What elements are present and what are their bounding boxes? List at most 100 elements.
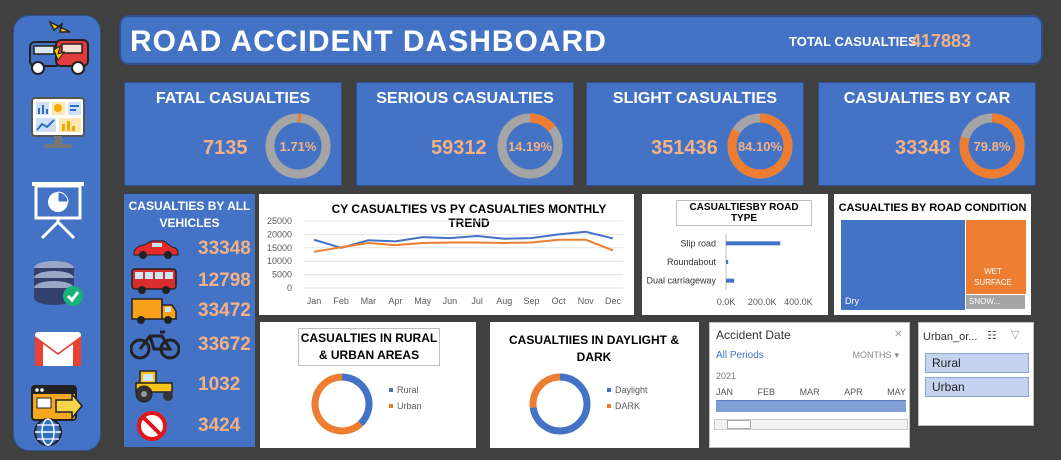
x-tick-label: May	[414, 296, 432, 306]
timeline-bar[interactable]	[716, 400, 906, 412]
kpi-value: 351436	[651, 137, 718, 159]
y-tick-label: 20000	[267, 229, 292, 239]
vehicle-row-bus: 12798	[130, 266, 255, 296]
gmail-icon[interactable]	[14, 328, 102, 368]
donut-pct-label: 1.71%	[280, 139, 317, 154]
slicer-title: Accident Date	[716, 328, 791, 342]
legend-label: Urban	[397, 401, 422, 411]
bar	[726, 241, 781, 246]
x-tick-label: Dec	[605, 296, 622, 306]
chart-title: CASUALTIES BY ROAD CONDITION	[838, 202, 1027, 214]
tractor-icon	[135, 370, 173, 403]
kpi-donut-svg: 14.19%	[497, 113, 563, 179]
y-tick-label: 0	[287, 283, 292, 293]
month-label: MAY	[887, 387, 906, 397]
car-icon	[133, 240, 179, 259]
y-tick-label: 15000	[267, 243, 292, 253]
kpi-title: FATAL CASUALTIES	[155, 90, 311, 107]
legend-label: Daylight	[615, 385, 648, 395]
total-casualties-label: TOTAL CASUALTIES	[789, 34, 917, 49]
series-line	[313, 238, 614, 253]
treemap-snow[interactable]: SNOW...	[965, 294, 1026, 310]
bar	[726, 278, 735, 283]
sidebar	[13, 15, 101, 451]
title-bar	[119, 15, 1043, 65]
area-slicer: Urban_or... ☷ ▽ Rural Urban	[918, 322, 1034, 426]
donut-slice	[529, 373, 591, 435]
chart-title: CASUALTIES IN RURAL & URBAN AREAS	[298, 328, 440, 366]
slicer-title: Urban_or...	[923, 331, 978, 343]
kpi-slight: SLIGHT CASUALTIES 351436 84.10%	[586, 82, 804, 186]
rural-urban-chart: CASUALTIES IN RURAL & URBAN AREAS Rural U…	[260, 322, 476, 448]
donut-pct-label: 14.19%	[508, 139, 553, 154]
treemap-label: SNOW...	[969, 297, 1001, 306]
x-tick-label: Mar	[361, 296, 377, 306]
y-tick-label: 5000	[272, 270, 292, 280]
donut-slice	[529, 373, 561, 408]
period-label: All Periods	[716, 350, 764, 361]
vehicle-value: 33672	[198, 334, 251, 355]
rural-urban-donut: Rural Urban	[311, 373, 422, 435]
legend-swatch	[389, 404, 393, 408]
web-browser-icon[interactable]	[14, 380, 102, 450]
year-label: 2021	[716, 371, 737, 381]
car-crash-icon[interactable]	[14, 20, 102, 82]
clear-filter-icon[interactable]: ▽	[1011, 329, 1020, 341]
x-tick-label: Jul	[471, 296, 483, 306]
chart-title: CASUALTIIES IN DAYLIGHT & DARK	[508, 333, 679, 364]
month-label: APR	[844, 387, 863, 397]
kpi-donut: 79.8%	[959, 113, 1025, 184]
donut-fill	[529, 113, 556, 132]
monthly-trend-chart: CY CASUALTIES VS PY CASUALTIES MONTHLY T…	[259, 194, 634, 315]
slicer-option-urban[interactable]: Urban	[925, 377, 1029, 397]
van-icon	[131, 298, 177, 324]
scrollbar-thumb[interactable]	[727, 420, 751, 429]
bar	[726, 260, 729, 264]
vehicle-value: 12798	[198, 270, 251, 291]
kpi-value: 33348	[895, 137, 951, 159]
multi-select-icon[interactable]: ☷	[987, 330, 997, 342]
dashboard-monitor-icon[interactable]	[14, 94, 102, 154]
vehicle-value: 33348	[198, 238, 251, 259]
timeline-scrollbar[interactable]	[714, 419, 908, 430]
x-tick-label: Jan	[307, 296, 322, 306]
month-label: MAR	[799, 387, 820, 397]
kpi-fatal: FATAL CASUALTIES 7135 1.71%	[124, 82, 342, 186]
x-tick-label: Feb	[333, 296, 349, 306]
donut-pct-label: 79.8%	[974, 139, 1011, 154]
clear-filter-icon[interactable]: ⨯	[893, 328, 903, 340]
presentation-icon[interactable]	[14, 178, 102, 240]
kpi-donut-svg: 1.71%	[265, 113, 331, 179]
vehicle-row-car: 33348	[130, 234, 255, 264]
granularity-dropdown[interactable]: MONTHS ▾	[852, 350, 899, 361]
slicer-option-rural[interactable]: Rural	[925, 353, 1029, 373]
kpi-serious: SERIOUS CASUALTIES 59312 14.19%	[356, 82, 574, 186]
kpi-donut-svg: 84.10%	[727, 113, 793, 179]
treemap-label: WET SURFACE	[974, 267, 1012, 287]
kpi-title: SLIGHT CASUALTIES	[612, 90, 778, 107]
treemap-dry[interactable]: Dry	[841, 220, 965, 310]
database-icon[interactable]	[14, 258, 102, 312]
vehicles-title: CASUALTIES BY ALL VEHICLES	[128, 199, 251, 230]
kpi-value: 7135	[203, 137, 248, 159]
treemap-wet[interactable]: WET SURFACE	[965, 220, 1026, 294]
total-casualties-value: 417883	[911, 31, 972, 51]
kpi-value: 59312	[431, 137, 487, 159]
chart-title: CY CASUALTIES VS PY CASUALTIES MONTHLY T…	[331, 202, 607, 230]
treemap-label: Dry	[845, 296, 859, 306]
x-tick-label: Sep	[523, 296, 539, 306]
donut-slice	[341, 373, 373, 427]
x-tick-label: Jun	[443, 296, 458, 306]
bicycle-icon	[130, 330, 180, 360]
legend-swatch	[607, 388, 611, 392]
x-tick-label: Aug	[496, 296, 512, 306]
legend-label: DARK	[615, 401, 640, 411]
legend-swatch	[607, 404, 611, 408]
x-tick-label: Oct	[552, 296, 567, 306]
kpi-donut: 84.10%	[727, 113, 793, 184]
donut-pct-label: 84.10%	[738, 139, 783, 154]
page-title: ROAD ACCIDENT DASHBOARD	[130, 25, 607, 58]
vehicle-row-tractor: 1032	[130, 370, 255, 403]
kpi-donut: 14.19%	[497, 113, 563, 184]
no-entry-icon	[137, 411, 167, 441]
